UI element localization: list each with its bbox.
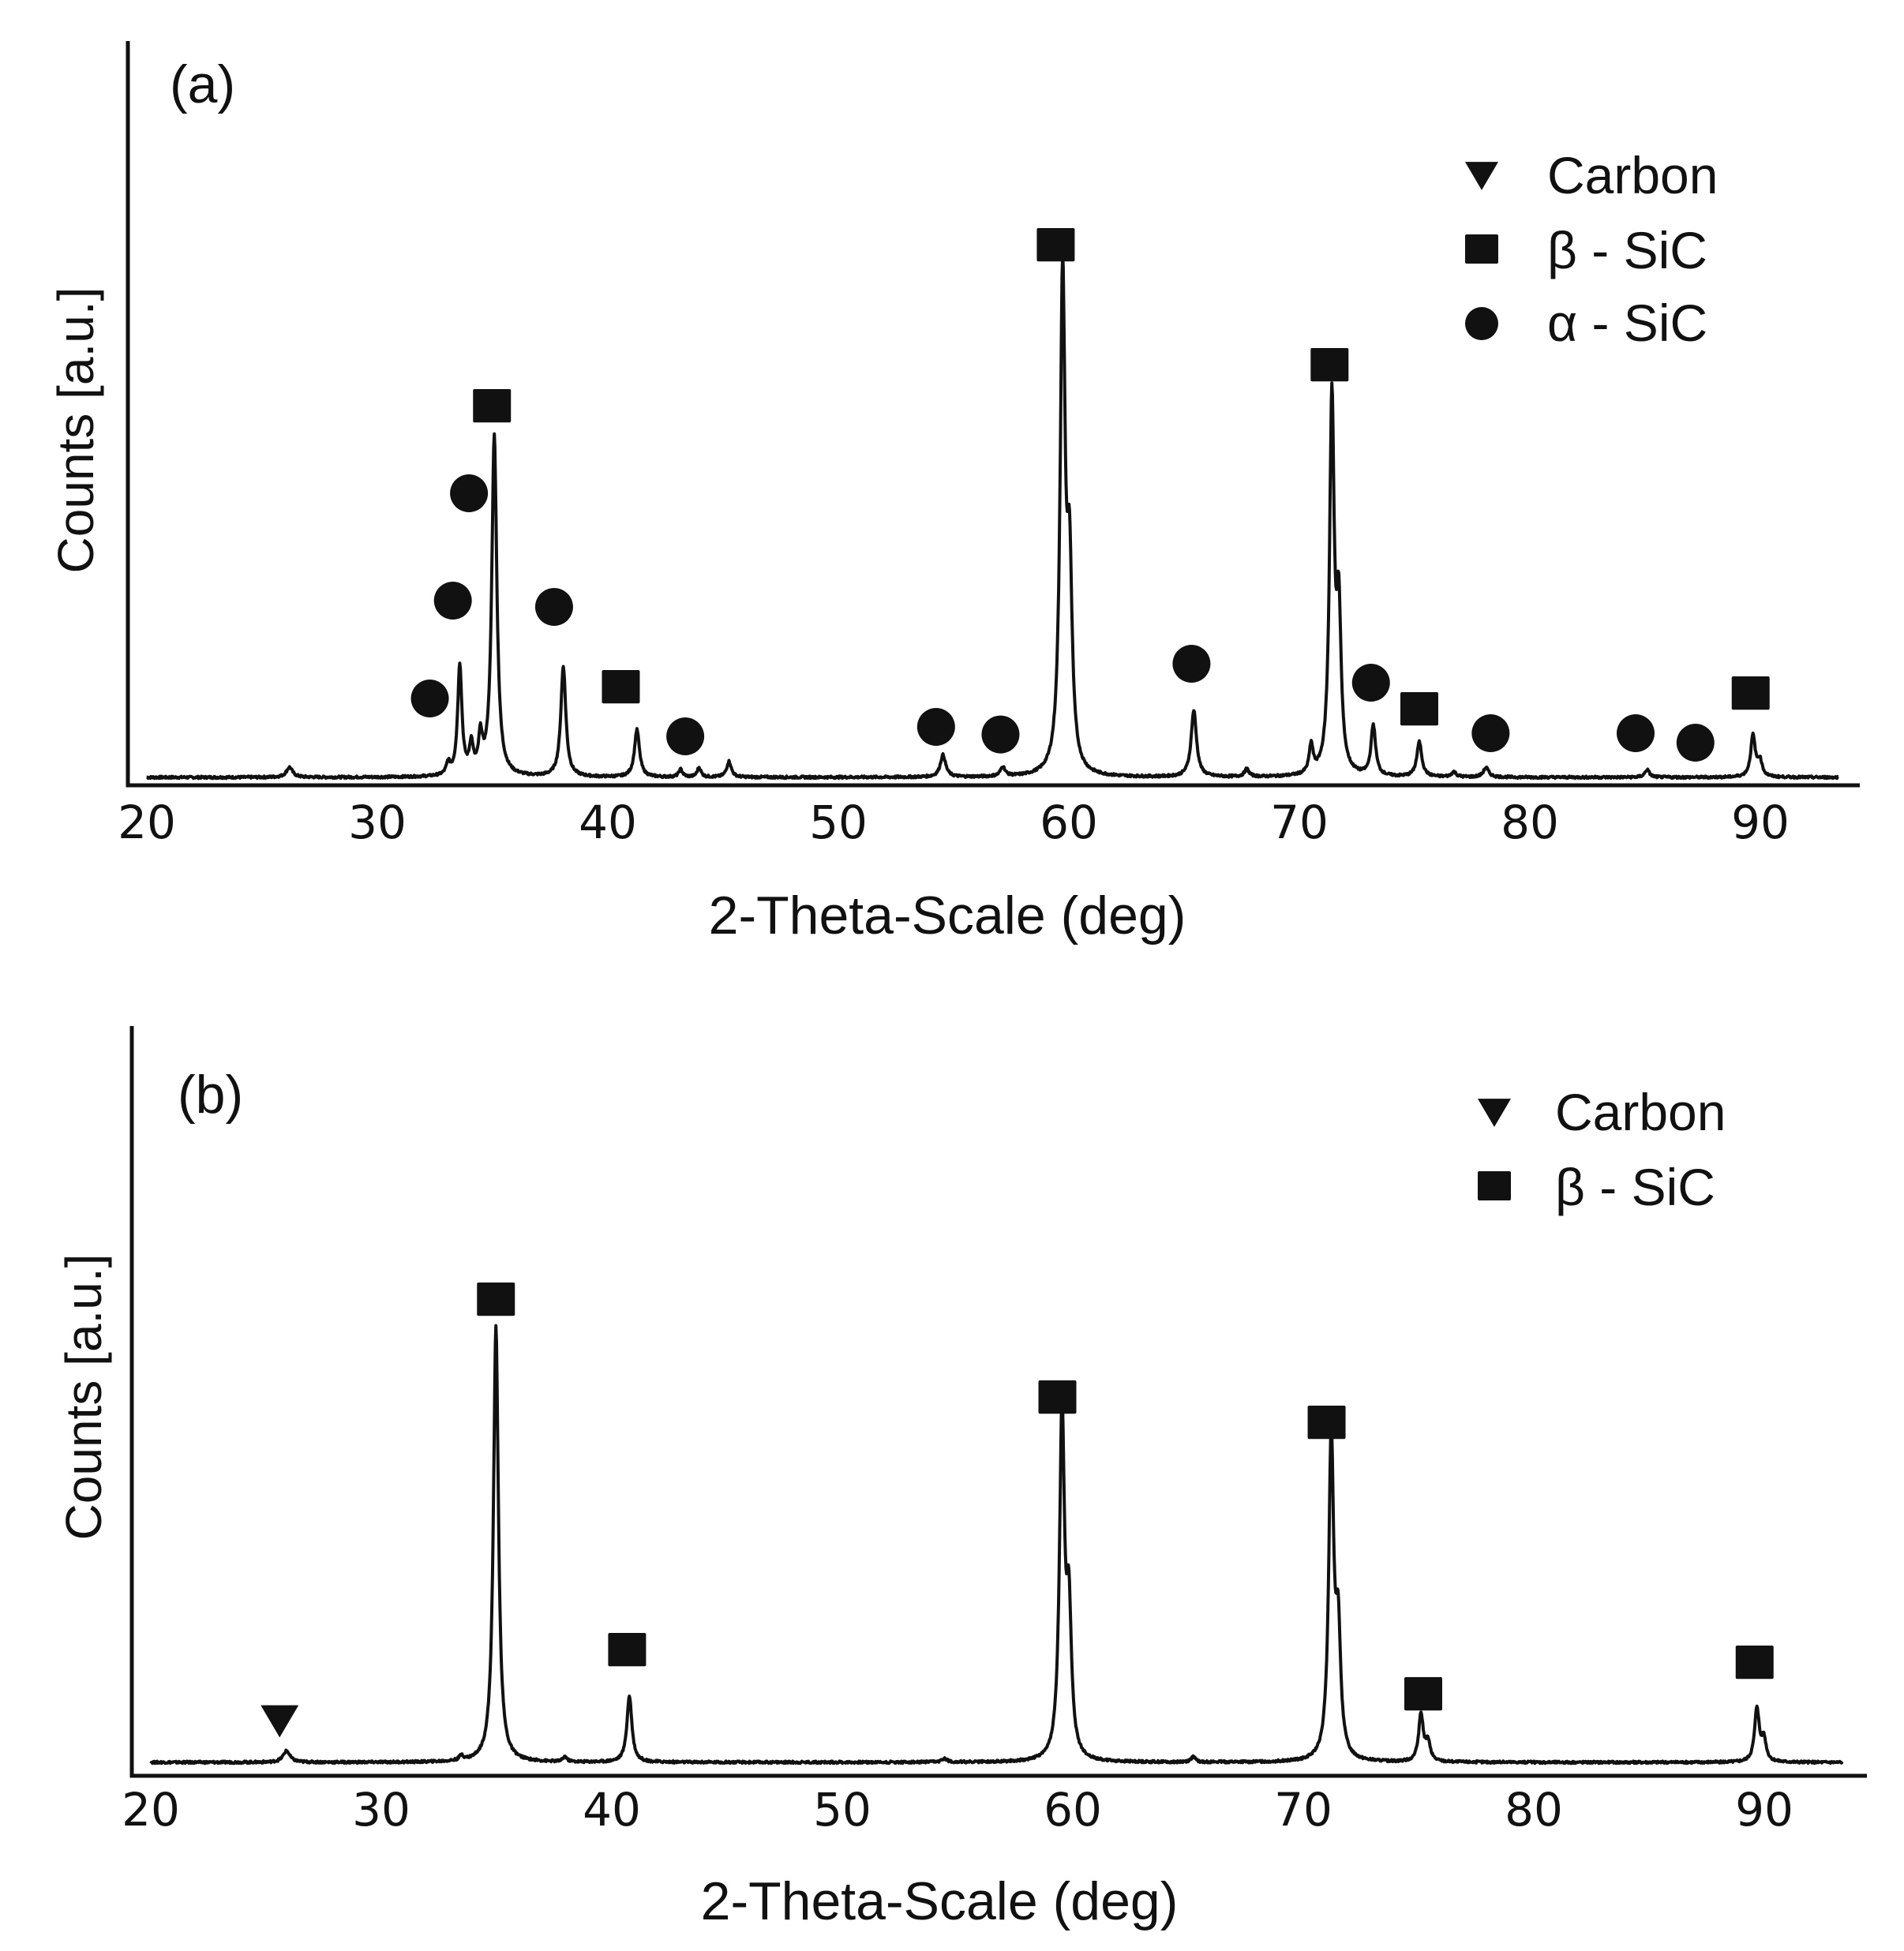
panel-b-legend-label: β - SiC: [1555, 1158, 1715, 1216]
panel-a-peak-circle-marker: [433, 582, 472, 620]
panel-a-peak-circle-marker: [450, 474, 489, 512]
panel-b-x-tick-label: 80: [1505, 1783, 1563, 1837]
panel-a-chart: (a) Counts [a.u.] 2-Theta-Scale (deg) 20…: [47, 41, 1860, 946]
panel-a-peak-square-marker: [1310, 348, 1349, 382]
panel-b-xrd-line: [149, 1324, 1844, 1766]
panel-b-peak-square-marker: [477, 1283, 515, 1316]
panel-a-peak-circle-marker: [916, 708, 955, 746]
panel-b-peak-square-marker: [1735, 1646, 1774, 1680]
panel-a-legend: Carbon β - SiC α - SiC: [1465, 146, 1718, 352]
panel-a-peak-circle-marker: [1676, 724, 1715, 762]
panel-b-legend-triangle-marker: [1478, 1099, 1511, 1127]
panel-b-annotations: [260, 1283, 1774, 1738]
panel-b-legend-label: Carbon: [1555, 1083, 1726, 1141]
panel-b-label: (b): [178, 1065, 243, 1125]
panel-a-axes: [126, 41, 1860, 788]
panel-b-series: [149, 1324, 1844, 1766]
panel-b-peak-triangle-marker: [260, 1705, 299, 1738]
panel-a-peak-circle-marker: [666, 717, 705, 755]
panel-a-peak-circle-marker: [534, 588, 573, 626]
panel-a-x-tick-label: 50: [809, 796, 868, 849]
panel-b-legend: Carbon β - SiC: [1478, 1083, 1726, 1216]
panel-b-chart: (b) Counts [a.u.] 2-Theta-Scale (deg) 20…: [55, 1026, 1867, 1931]
panel-a-peak-square-marker: [602, 670, 640, 704]
panel-b-peak-square-marker: [1307, 1406, 1346, 1440]
panel-b-y-axis-label: Counts [a.u.]: [55, 1254, 112, 1541]
panel-a-x-axis-label: 2-Theta-Scale (deg): [709, 886, 1186, 946]
panel-a-peak-circle-marker: [410, 680, 449, 717]
panel-a-peak-circle-marker: [1172, 645, 1211, 683]
panel-b-x-tick-label: 20: [122, 1783, 180, 1837]
panel-a-peak-circle-marker: [1351, 664, 1390, 702]
panel-a-peak-square-marker: [473, 389, 512, 423]
panel-a-legend-label: α - SiC: [1547, 294, 1707, 352]
panel-b-peak-square-marker: [608, 1633, 647, 1667]
panel-a-y-axis-label: Counts [a.u.]: [47, 287, 104, 574]
panel-a-x-tick-label: 20: [118, 796, 176, 849]
panel-a-legend-circle-marker: [1465, 307, 1498, 340]
panel-a-peak-circle-marker: [1471, 714, 1510, 752]
panel-b-x-tick-label: 30: [352, 1783, 410, 1837]
panel-a-xrd-line: [145, 252, 1839, 781]
panel-a-peak-square-marker: [1400, 692, 1438, 726]
panel-b-peak-square-marker: [1404, 1677, 1442, 1711]
panel-b-x-tick-label: 70: [1274, 1783, 1332, 1837]
panel-b-axes: [129, 1026, 1867, 1778]
panel-a-annotations: [410, 228, 1770, 762]
panel-a-series: [145, 252, 1839, 781]
panel-a-x-ticks: 20 30 40 50 60 70 80 90: [118, 796, 1790, 849]
panel-b-legend-square-marker: [1478, 1171, 1511, 1200]
panel-a-x-tick-label: 30: [348, 796, 407, 849]
panel-a-legend-label: β - SiC: [1547, 221, 1707, 279]
panel-a-x-tick-label: 60: [1040, 796, 1098, 849]
panel-a-peak-circle-marker: [981, 715, 1020, 754]
panel-a-x-tick-label: 40: [579, 796, 637, 849]
panel-b-peak-square-marker: [1038, 1380, 1077, 1414]
panel-a-legend-label: Carbon: [1547, 146, 1718, 204]
panel-b-x-tick-label: 40: [583, 1783, 641, 1837]
panel-a-x-tick-label: 90: [1731, 796, 1790, 849]
panel-b-x-tick-label: 60: [1044, 1783, 1102, 1837]
panel-a-legend-square-marker: [1465, 234, 1498, 264]
panel-a-peak-square-marker: [1731, 676, 1770, 710]
panel-b-x-tick-label: 90: [1735, 1783, 1793, 1837]
panel-a-legend-triangle-marker: [1465, 162, 1498, 190]
panel-b-x-axis-label: 2-Theta-Scale (deg): [701, 1871, 1179, 1931]
panel-a-x-tick-label: 80: [1501, 796, 1559, 849]
panel-a-peak-circle-marker: [1617, 714, 1655, 752]
panel-a-x-tick-label: 70: [1270, 796, 1329, 849]
panel-b-x-ticks: 20 30 40 50 60 70 80 90: [122, 1783, 1793, 1837]
panel-a-peak-square-marker: [1036, 228, 1075, 262]
panel-a-label: (a): [170, 54, 235, 114]
panel-b-x-tick-label: 50: [813, 1783, 871, 1837]
